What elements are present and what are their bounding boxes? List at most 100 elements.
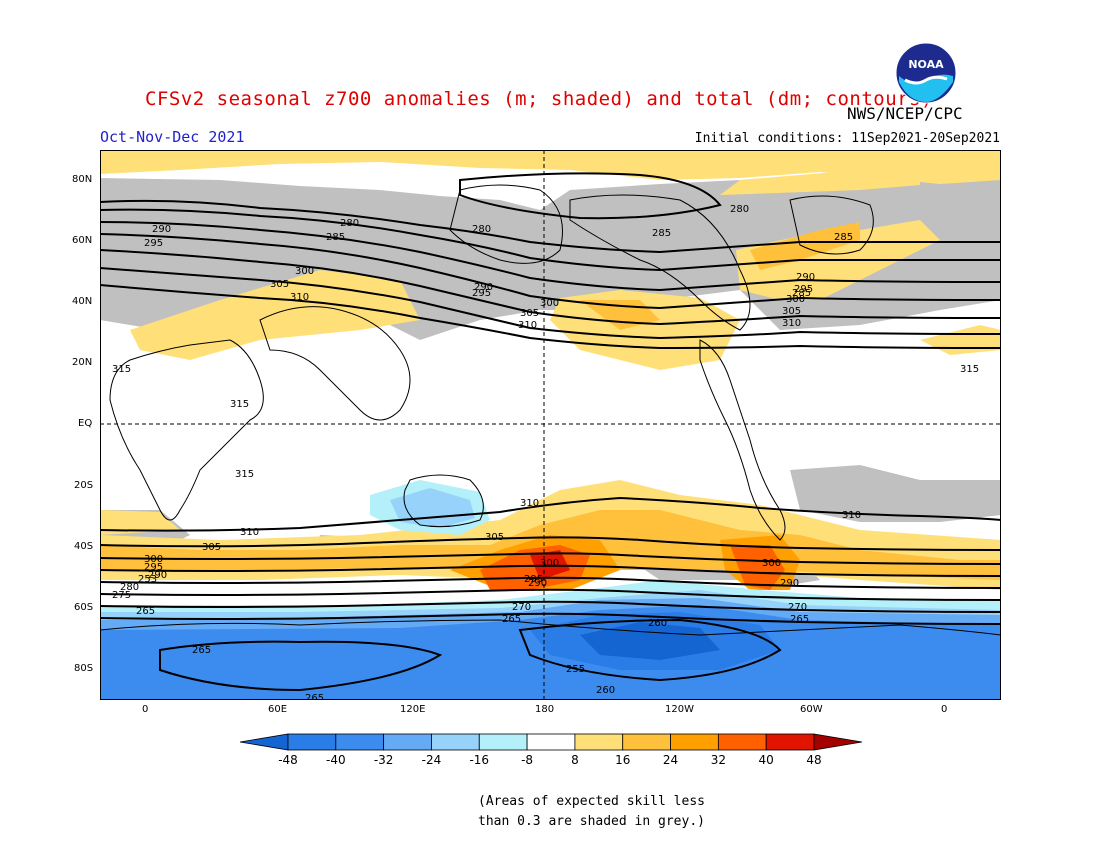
contour-label: 310 <box>842 510 861 521</box>
contour-label: 290 <box>474 282 493 293</box>
contour-label: 295 <box>472 288 491 299</box>
contour-label: 300 <box>540 298 559 309</box>
contour-label: 265 <box>136 606 155 617</box>
lon-label: 180 <box>535 704 555 715</box>
contour-label: 295 <box>524 574 543 585</box>
contour-label: 305 <box>202 542 221 553</box>
initial-conditions-label: Initial conditions: 11Sep2021-20Sep2021 <box>694 131 1000 146</box>
colorbar-tick-label: 48 <box>806 753 821 767</box>
contour-label: 300 <box>144 554 163 565</box>
colorbar-tick-label: -48 <box>278 753 298 767</box>
lat-label: 20S <box>74 480 94 491</box>
contour-label: 260 <box>648 618 667 629</box>
colorbar-tick-label: 32 <box>711 753 726 767</box>
contour-label: 300 <box>540 558 559 569</box>
colorbar-tick-label: -32 <box>374 753 394 767</box>
chart-title: CFSv2 seasonal z700 anomalies (m; shaded… <box>145 88 933 110</box>
contour-label: 310 <box>240 527 259 538</box>
lon-label: 0 <box>142 704 149 715</box>
colorbar-arrow-low <box>239 733 289 751</box>
contour-label: 315 <box>230 399 249 410</box>
lat-label: 80N <box>72 174 93 185</box>
lon-label: 60W <box>800 704 823 715</box>
map-frame <box>100 150 1001 700</box>
contour-label: 295 <box>144 562 163 573</box>
contour-label: 285 <box>792 288 811 299</box>
lon-label: 60E <box>268 704 288 715</box>
colorbar-box <box>670 733 719 751</box>
colorbar-tick-label: -40 <box>326 753 346 767</box>
colorbar-box <box>287 733 337 751</box>
colorbar-tick-label: 40 <box>759 753 774 767</box>
lat-label: 40N <box>72 296 93 307</box>
contour-label: 280 <box>340 218 359 229</box>
skill-note-line: (Areas of expected skill less <box>478 794 705 809</box>
lat-label: 40S <box>74 541 94 552</box>
colorbar-tick-label: -16 <box>469 753 489 767</box>
contour-label: 285 <box>834 232 853 243</box>
contour-label: 265 <box>192 645 211 656</box>
contour-label: 310 <box>290 292 309 303</box>
colorbar-box <box>478 733 528 751</box>
contour-label: 255 <box>566 664 585 675</box>
contour-label: 253 <box>138 574 157 585</box>
colorbar-arrow-high <box>813 733 863 751</box>
lat-label: EQ <box>78 418 93 429</box>
contour-label: 265 <box>305 693 324 700</box>
contour-label: 265 <box>502 614 521 625</box>
noaa-logo-icon: NOAA <box>895 42 957 104</box>
noaa-logo-text: NOAA <box>908 58 944 71</box>
contour-label: 300 <box>295 266 314 277</box>
colorbar-tick-label: -24 <box>422 753 442 767</box>
lat-label: 60S <box>74 602 94 613</box>
colorbar-tick-label: 8 <box>571 753 579 767</box>
contour-label: 310 <box>520 498 539 509</box>
colorbar-tick-label: 16 <box>615 753 630 767</box>
colorbar-box <box>717 733 767 751</box>
skill-note: (Areas of expected skill less than 0.3 a… <box>478 792 705 832</box>
contour-label: 295 <box>794 284 813 295</box>
contour-label: 305 <box>485 532 504 543</box>
contour-label: 300 <box>762 558 781 569</box>
colorbar-tick-label: -8 <box>521 753 533 767</box>
contour-label: 280 <box>472 224 491 235</box>
contour-label: 290 <box>148 570 167 581</box>
contour-label: 305 <box>520 308 539 319</box>
contour-label: 315 <box>960 364 979 375</box>
contour-label: 260 <box>596 685 615 696</box>
contour-label: 295 <box>144 238 163 249</box>
contour-label: 310 <box>518 320 537 331</box>
contour-label: 285 <box>326 232 345 243</box>
contour-label: 265 <box>790 614 809 625</box>
contour-label: 305 <box>782 306 801 317</box>
contour-label: 275 <box>112 590 131 601</box>
contour-label: 270 <box>788 602 807 613</box>
colorbar-tick-label: 24 <box>663 753 678 767</box>
agency-label: NWS/NCEP/CPC <box>847 104 963 123</box>
contour-label: 315 <box>112 364 131 375</box>
lon-label: 120E <box>400 704 426 715</box>
lon-label: 0 <box>941 704 948 715</box>
contour-label: 305 <box>270 279 289 290</box>
contour-label: 280 <box>730 204 749 215</box>
skill-note-line: than 0.3 are shaded in grey.) <box>478 814 705 829</box>
season-label: Oct-Nov-Dec 2021 <box>100 128 245 146</box>
colorbar-box <box>526 733 576 751</box>
colorbar-box <box>574 733 624 751</box>
height-contours <box>100 172 1001 692</box>
colorbar-box <box>622 733 671 751</box>
colorbar-box <box>383 733 432 751</box>
coastlines <box>100 184 1001 636</box>
colorbar-box <box>431 733 480 751</box>
contour-label: 285 <box>652 228 671 239</box>
colorbar-box <box>335 733 385 751</box>
lon-label: 120W <box>665 704 694 715</box>
lat-label: 20N <box>72 357 93 368</box>
anomaly-map: 315 315 315 315 310 310 310 310 310 310 … <box>100 150 1001 700</box>
contour-label: 290 <box>796 272 815 283</box>
contour-label: 280 <box>120 582 139 593</box>
colorbar: -48 -40 -32 -24 -16 -8 8 16 24 32 40 48 <box>239 733 863 767</box>
contour-label: 270 <box>512 602 531 613</box>
contour-label: 315 <box>235 469 254 480</box>
contour-label: 300 <box>786 294 805 305</box>
